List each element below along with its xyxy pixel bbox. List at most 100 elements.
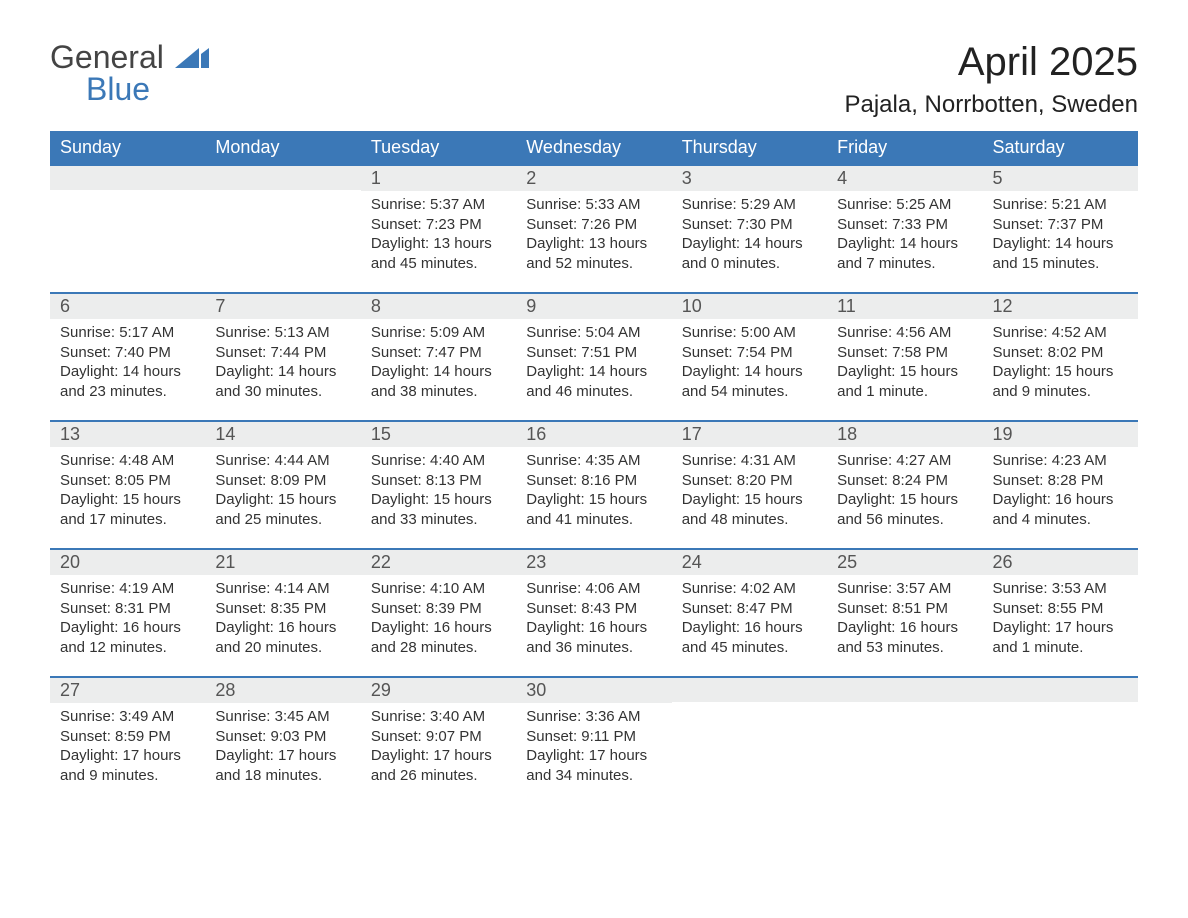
day-number: 1	[361, 166, 516, 191]
daylight-line: Daylight: 13 hours and 52 minutes.	[526, 234, 661, 273]
daylight-line: Daylight: 17 hours and 9 minutes.	[60, 746, 195, 785]
sunrise-line: Sunrise: 4:52 AM	[993, 323, 1128, 343]
sunset-line: Sunset: 8:20 PM	[682, 471, 817, 491]
calendar-day-cell: 16Sunrise: 4:35 AMSunset: 8:16 PMDayligh…	[516, 421, 671, 549]
page-title: April 2025	[844, 40, 1138, 85]
daylight-line: Daylight: 16 hours and 12 minutes.	[60, 618, 195, 657]
calendar-day-cell: 2Sunrise: 5:33 AMSunset: 7:26 PMDaylight…	[516, 165, 671, 293]
daylight-line: Daylight: 14 hours and 54 minutes.	[682, 362, 817, 401]
day-number: 12	[983, 294, 1138, 319]
sunrise-line: Sunrise: 3:36 AM	[526, 707, 661, 727]
calendar-day-cell: 21Sunrise: 4:14 AMSunset: 8:35 PMDayligh…	[205, 549, 360, 677]
day-number-empty	[827, 678, 982, 702]
day-number-empty	[983, 678, 1138, 702]
daylight-line: Daylight: 16 hours and 4 minutes.	[993, 490, 1128, 529]
calendar-day-cell: 28Sunrise: 3:45 AMSunset: 9:03 PMDayligh…	[205, 677, 360, 805]
brand-flag-icon	[175, 48, 209, 68]
day-number: 5	[983, 166, 1138, 191]
calendar-empty-cell	[983, 677, 1138, 805]
day-number: 27	[50, 678, 205, 703]
calendar-day-cell: 7Sunrise: 5:13 AMSunset: 7:44 PMDaylight…	[205, 293, 360, 421]
daylight-line: Daylight: 17 hours and 1 minute.	[993, 618, 1128, 657]
location-line: Pajala, Norrbotten, Sweden	[844, 91, 1138, 119]
sunrise-line: Sunrise: 5:00 AM	[682, 323, 817, 343]
calendar-day-cell: 11Sunrise: 4:56 AMSunset: 7:58 PMDayligh…	[827, 293, 982, 421]
day-number: 28	[205, 678, 360, 703]
calendar-day-cell: 25Sunrise: 3:57 AMSunset: 8:51 PMDayligh…	[827, 549, 982, 677]
calendar-day-cell: 18Sunrise: 4:27 AMSunset: 8:24 PMDayligh…	[827, 421, 982, 549]
sunrise-line: Sunrise: 5:37 AM	[371, 195, 506, 215]
calendar-table: SundayMondayTuesdayWednesdayThursdayFrid…	[50, 131, 1138, 805]
day-number: 29	[361, 678, 516, 703]
day-number: 14	[205, 422, 360, 447]
sunset-line: Sunset: 7:40 PM	[60, 343, 195, 363]
sunset-line: Sunset: 8:09 PM	[215, 471, 350, 491]
day-number-empty	[50, 166, 205, 190]
day-data: Sunrise: 4:19 AMSunset: 8:31 PMDaylight:…	[50, 575, 205, 665]
day-data: Sunrise: 5:21 AMSunset: 7:37 PMDaylight:…	[983, 191, 1138, 281]
calendar-week-row: 1 Sunrise: 5:37 AMSunset: 7:23 PM Daylight…	[50, 165, 1138, 293]
sunset-line: Sunset: 8:39 PM	[371, 599, 506, 619]
daylight-line: Daylight: 15 hours and 48 minutes.	[682, 490, 817, 529]
day-data: Sunrise: 4:40 AMSunset: 8:13 PMDaylight:…	[361, 447, 516, 537]
daylight-line: Daylight: 16 hours and 53 minutes.	[837, 618, 972, 657]
brand-logo: General Blue	[50, 40, 209, 105]
day-number: 17	[672, 422, 827, 447]
day-number: 23	[516, 550, 671, 575]
day-data: Sunrise: 4:14 AMSunset: 8:35 PMDaylight:…	[205, 575, 360, 665]
daylight-line: Daylight: 16 hours and 20 minutes.	[215, 618, 350, 657]
sunset-line: Sunset: 7:23 PM	[371, 215, 506, 235]
calendar-day-cell: 17Sunrise: 4:31 AMSunset: 8:20 PMDayligh…	[672, 421, 827, 549]
daylight-line: Daylight: 14 hours and 7 minutes.	[837, 234, 972, 273]
daylight-line: Daylight: 14 hours and 38 minutes.	[371, 362, 506, 401]
sunrise-line: Sunrise: 5:29 AM	[682, 195, 817, 215]
sunset-line: Sunset: 8:28 PM	[993, 471, 1128, 491]
sunrise-line: Sunrise: 4:48 AM	[60, 451, 195, 471]
day-number: 8	[361, 294, 516, 319]
sunset-line: Sunset: 8:31 PM	[60, 599, 195, 619]
calendar-day-cell: 9Sunrise: 5:04 AMSunset: 7:51 PMDaylight…	[516, 293, 671, 421]
day-data: Sunrise: 4:27 AMSunset: 8:24 PMDaylight:…	[827, 447, 982, 537]
calendar-day-cell: 26Sunrise: 3:53 AMSunset: 8:55 PMDayligh…	[983, 549, 1138, 677]
daylight-line: Daylight: 14 hours and 15 minutes.	[993, 234, 1128, 273]
brand-word1: General	[50, 41, 164, 73]
sunset-line: Sunset: 8:13 PM	[371, 471, 506, 491]
day-data: Sunrise: 3:49 AMSunset: 8:59 PMDaylight:…	[50, 703, 205, 793]
sunset-line: Sunset: 7:51 PM	[526, 343, 661, 363]
weekday-header: Saturday	[983, 131, 1138, 165]
day-number: 11	[827, 294, 982, 319]
calendar-day-cell: 13Sunrise: 4:48 AMSunset: 8:05 PMDayligh…	[50, 421, 205, 549]
day-data: Sunrise: 5:29 AMSunset: 7:30 PMDaylight:…	[672, 191, 827, 281]
calendar-day-cell: 20Sunrise: 4:19 AMSunset: 8:31 PMDayligh…	[50, 549, 205, 677]
day-number: 2	[516, 166, 671, 191]
day-number: 9	[516, 294, 671, 319]
day-data: Sunrise: 4:10 AMSunset: 8:39 PMDaylight:…	[361, 575, 516, 665]
day-data: Sunrise: 3:40 AMSunset: 9:07 PMDaylight:…	[361, 703, 516, 793]
sunrise-line: Sunrise: 5:33 AM	[526, 195, 661, 215]
daylight-line: Daylight: 14 hours and 23 minutes.	[60, 362, 195, 401]
weekday-header: Thursday	[672, 131, 827, 165]
sunset-line: Sunset: 8:51 PM	[837, 599, 972, 619]
day-data: Sunrise: 4:23 AMSunset: 8:28 PMDaylight:…	[983, 447, 1138, 537]
sunrise-line: Sunrise: 4:56 AM	[837, 323, 972, 343]
calendar-week-row: 27Sunrise: 3:49 AMSunset: 8:59 PMDayligh…	[50, 677, 1138, 805]
sunset-line: Sunset: 9:03 PM	[215, 727, 350, 747]
sunset-line: Sunset: 8:47 PM	[682, 599, 817, 619]
daylight-line: Daylight: 17 hours and 26 minutes.	[371, 746, 506, 785]
day-data: Sunrise: 5:09 AMSunset: 7:47 PMDaylight:…	[361, 319, 516, 409]
day-data: Sunrise: 5:00 AMSunset: 7:54 PMDaylight:…	[672, 319, 827, 409]
calendar-week-row: 6Sunrise: 5:17 AMSunset: 7:40 PMDaylight…	[50, 293, 1138, 421]
day-number: 4	[827, 166, 982, 191]
sunrise-line: Sunrise: 5:25 AM	[837, 195, 972, 215]
sunrise-line: Sunrise: 4:06 AM	[526, 579, 661, 599]
calendar-day-cell: 1Sunrise: 5:37 AMSunset: 7:23 PMDaylight…	[361, 165, 516, 293]
calendar-day-cell: 14Sunrise: 4:44 AMSunset: 8:09 PMDayligh…	[205, 421, 360, 549]
day-number: 6	[50, 294, 205, 319]
calendar-week-row: 20Sunrise: 4:19 AMSunset: 8:31 PMDayligh…	[50, 549, 1138, 677]
brand-text: General Blue	[50, 40, 209, 105]
weekday-header-row: SundayMondayTuesdayWednesdayThursdayFrid…	[50, 131, 1138, 165]
sunset-line: Sunset: 7:54 PM	[682, 343, 817, 363]
sunrise-line: Sunrise: 3:49 AM	[60, 707, 195, 727]
header-row: General Blue April 2025 Pajala, Norrbott…	[50, 40, 1138, 119]
sunrise-line: Sunrise: 4:27 AM	[837, 451, 972, 471]
